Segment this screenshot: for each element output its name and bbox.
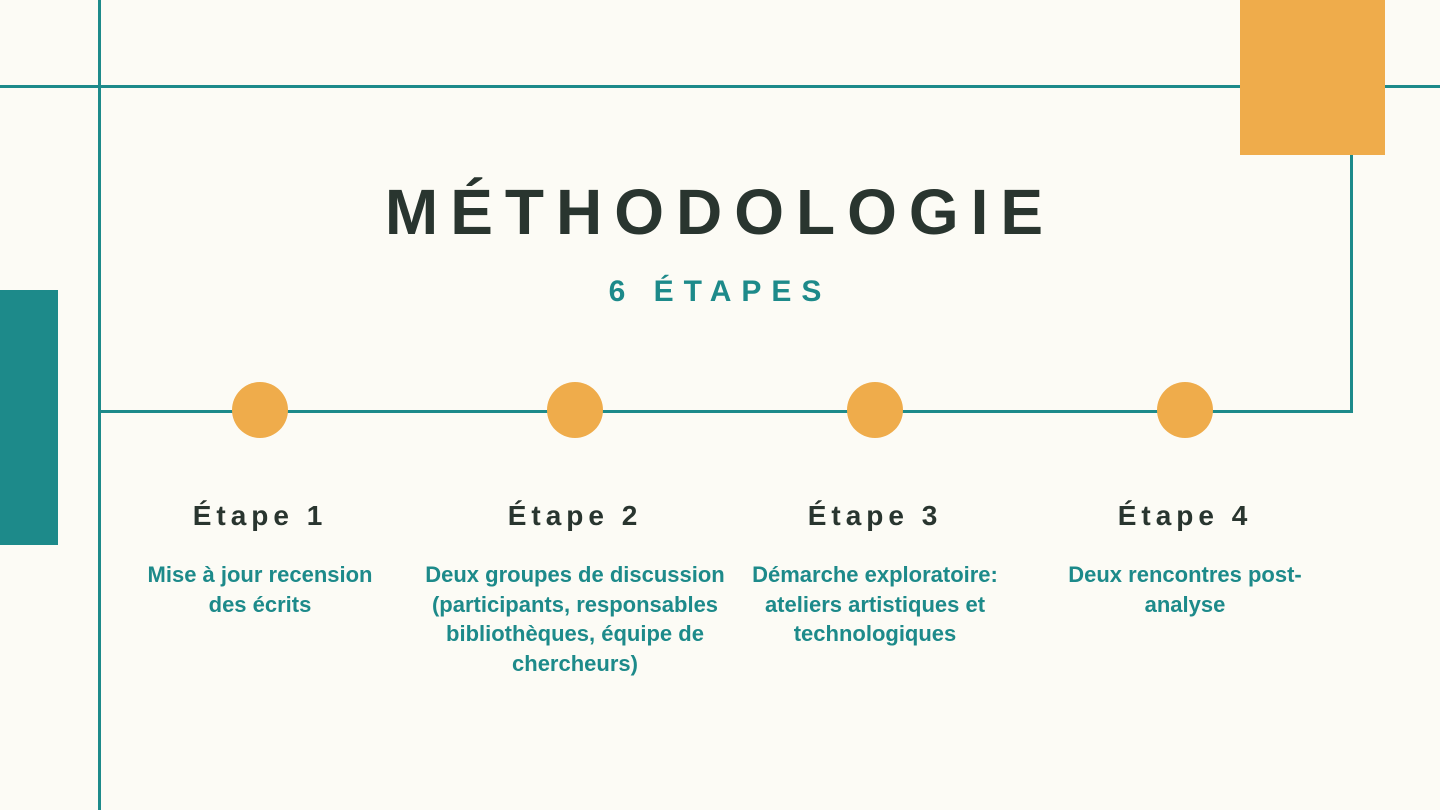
decor-square-teal: [0, 290, 58, 545]
page-title: MÉTHODOLOGIE: [385, 175, 1055, 249]
timeline-dot-3: [847, 382, 903, 438]
step-4-desc: Deux rencontres post-analyse: [1055, 560, 1315, 619]
decor-square-orange: [1240, 0, 1385, 155]
step-1-desc: Mise à jour recension des écrits: [130, 560, 390, 619]
step-1-title: Étape 1: [130, 500, 390, 532]
timeline-dot-4: [1157, 382, 1213, 438]
step-4: Étape 4 Deux rencontres post-analyse: [1055, 500, 1315, 619]
step-3-desc: Démarche exploratoire: ateliers artistiq…: [735, 560, 1015, 649]
decor-left-vertical: [98, 0, 101, 810]
page-subtitle: 6 ÉTAPES: [609, 275, 832, 309]
step-3-title: Étape 3: [735, 500, 1015, 532]
step-4-title: Étape 4: [1055, 500, 1315, 532]
decor-top-line: [0, 85, 1440, 88]
step-3: Étape 3 Démarche exploratoire: ateliers …: [735, 500, 1015, 649]
timeline-dot-2: [547, 382, 603, 438]
step-1: Étape 1 Mise à jour recension des écrits: [130, 500, 390, 619]
step-2: Étape 2 Deux groupes de discussion (part…: [420, 500, 730, 679]
step-2-desc: Deux groupes de discussion (participants…: [420, 560, 730, 679]
timeline-dot-1: [232, 382, 288, 438]
step-2-title: Étape 2: [420, 500, 730, 532]
slide-canvas: MÉTHODOLOGIE 6 ÉTAPES Étape 1 Mise à jou…: [0, 0, 1440, 810]
